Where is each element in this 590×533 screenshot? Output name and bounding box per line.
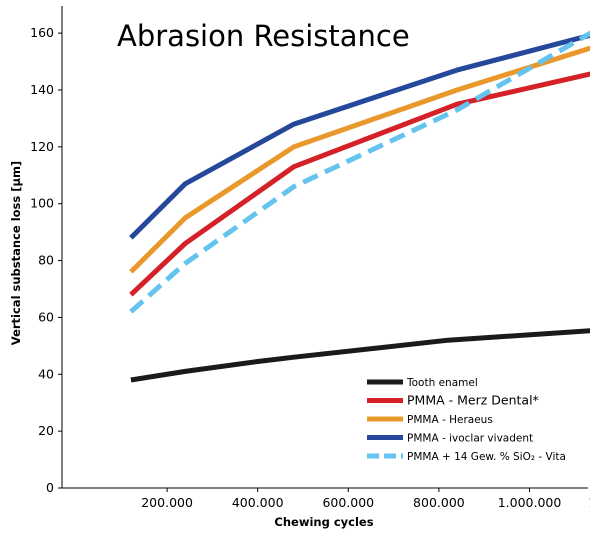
legend-label-4: PMMA - ivoclar vivadent <box>407 433 533 445</box>
x-tick-label: 600.000 <box>322 495 374 510</box>
y-tick-label: 40 <box>38 366 54 381</box>
x-tick-label: 1.000.000 <box>498 495 562 510</box>
y-tick-label: 60 <box>38 309 54 324</box>
series-line-5 <box>129 30 590 314</box>
legend-label-3: PMMA - Heraeus <box>407 414 493 426</box>
y-axis-title: Vertical substance loss [µm] <box>9 161 23 345</box>
y-tick-label: 120 <box>30 139 54 154</box>
series-line-2 <box>129 71 590 297</box>
y-tick-label: 20 <box>38 423 54 438</box>
y-tick-label: 100 <box>30 196 54 211</box>
series-line-1 <box>130 328 590 383</box>
tick-labels: 0 20 40 60 80 100 120 140 160 200.000 400.000 600.0… <box>30 25 590 510</box>
legend-label-1: Tooth enamel <box>406 377 478 389</box>
series-lines <box>129 30 590 383</box>
legend-label-5: PMMA + 14 Gew. % SiO₂ - Vita <box>407 451 566 463</box>
x-tick-label: 200.000 <box>141 495 193 510</box>
legend: Tooth enamel PMMA - Merz Dental* PMMA - He… <box>367 377 566 463</box>
x-tick-label: 800.000 <box>413 495 465 510</box>
y-tick-label: 160 <box>30 25 54 40</box>
x-tick-label: 1.200.000 <box>588 495 590 510</box>
x-axis-title: Chewing cycles <box>274 515 373 529</box>
y-tick-marks <box>58 32 530 492</box>
axes <box>61 6 588 489</box>
series-line-4 <box>129 32 590 240</box>
y-tick-label: 140 <box>30 82 54 97</box>
y-tick-label: 80 <box>38 253 54 268</box>
series-line-3 <box>129 45 590 274</box>
chart-title: Abrasion Resistance <box>117 19 410 53</box>
legend-label-2: PMMA - Merz Dental* <box>407 393 539 408</box>
y-tick-label: 0 <box>46 480 54 495</box>
x-tick-label: 400.000 <box>232 495 284 510</box>
